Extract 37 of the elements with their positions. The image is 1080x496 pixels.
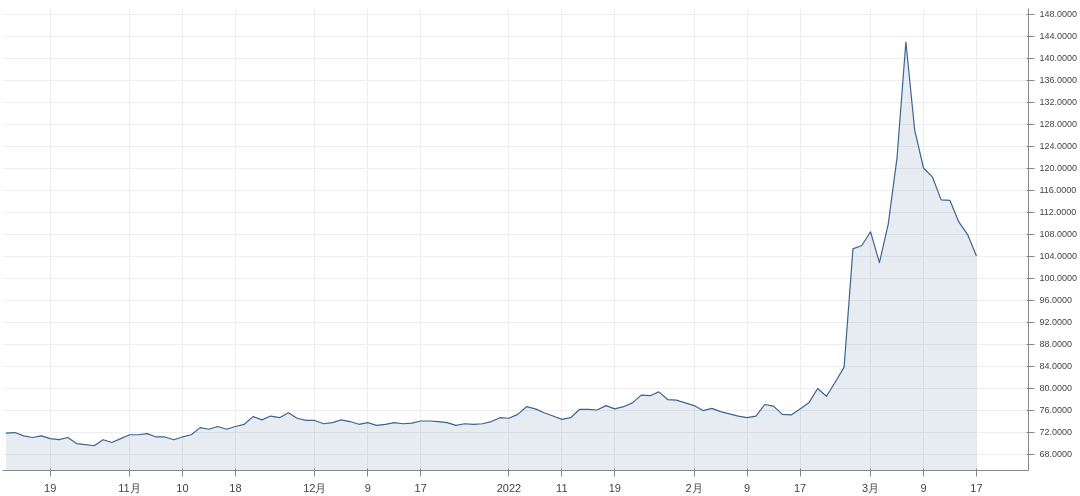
x-tick-label: 9 <box>744 481 751 494</box>
y-tick-label: 124.0000 <box>1039 141 1078 151</box>
y-tick-label: 72.0000 <box>1039 427 1073 437</box>
x-tick-label: 19 <box>608 481 621 494</box>
x-tick-label: 10 <box>176 481 189 494</box>
y-tick-label: 108.0000 <box>1039 229 1078 239</box>
y-tick-label: 120.0000 <box>1039 163 1078 173</box>
x-tick-label: 3月 <box>862 481 880 494</box>
y-tick-label: 68.0000 <box>1039 449 1073 459</box>
y-tick-label: 104.0000 <box>1039 251 1078 261</box>
y-tick-label: 148.0000 <box>1039 9 1078 19</box>
y-tick-label: 132.0000 <box>1039 97 1078 107</box>
x-tick-label: 11 <box>556 481 568 494</box>
x-tick-label: 17 <box>793 481 807 494</box>
y-tick-label: 84.0000 <box>1039 361 1073 371</box>
x-tick-label: 19 <box>44 481 57 494</box>
x-tick-label: 17 <box>970 481 983 494</box>
y-tick-label: 116.0000 <box>1039 185 1077 195</box>
y-tick-label: 112.0000 <box>1039 207 1077 217</box>
x-tick-label: 12月 <box>303 481 327 494</box>
y-tick-label: 144.0000 <box>1039 31 1078 41</box>
y-tick-label: 128.0000 <box>1039 119 1078 129</box>
y-tick-label: 136.0000 <box>1039 75 1078 85</box>
y-tick-label: 88.0000 <box>1039 339 1073 349</box>
y-tick-label: 100.0000 <box>1039 273 1078 283</box>
x-tick-label: 11月 <box>118 481 141 494</box>
y-tick-label: 140.0000 <box>1039 53 1078 63</box>
y-tick-label: 92.0000 <box>1039 317 1073 327</box>
x-tick-label: 9 <box>364 481 371 494</box>
y-tick-label: 96.0000 <box>1039 295 1073 305</box>
x-tick-label: 17 <box>414 481 427 494</box>
x-tick-label: 9 <box>920 481 927 494</box>
y-tick-label: 80.0000 <box>1039 383 1073 393</box>
y-tick-label: 76.0000 <box>1039 405 1073 415</box>
x-tick-label: 18 <box>229 481 242 494</box>
x-tick-label: 2月 <box>685 481 703 494</box>
x-tick-label: 2022 <box>496 481 522 494</box>
